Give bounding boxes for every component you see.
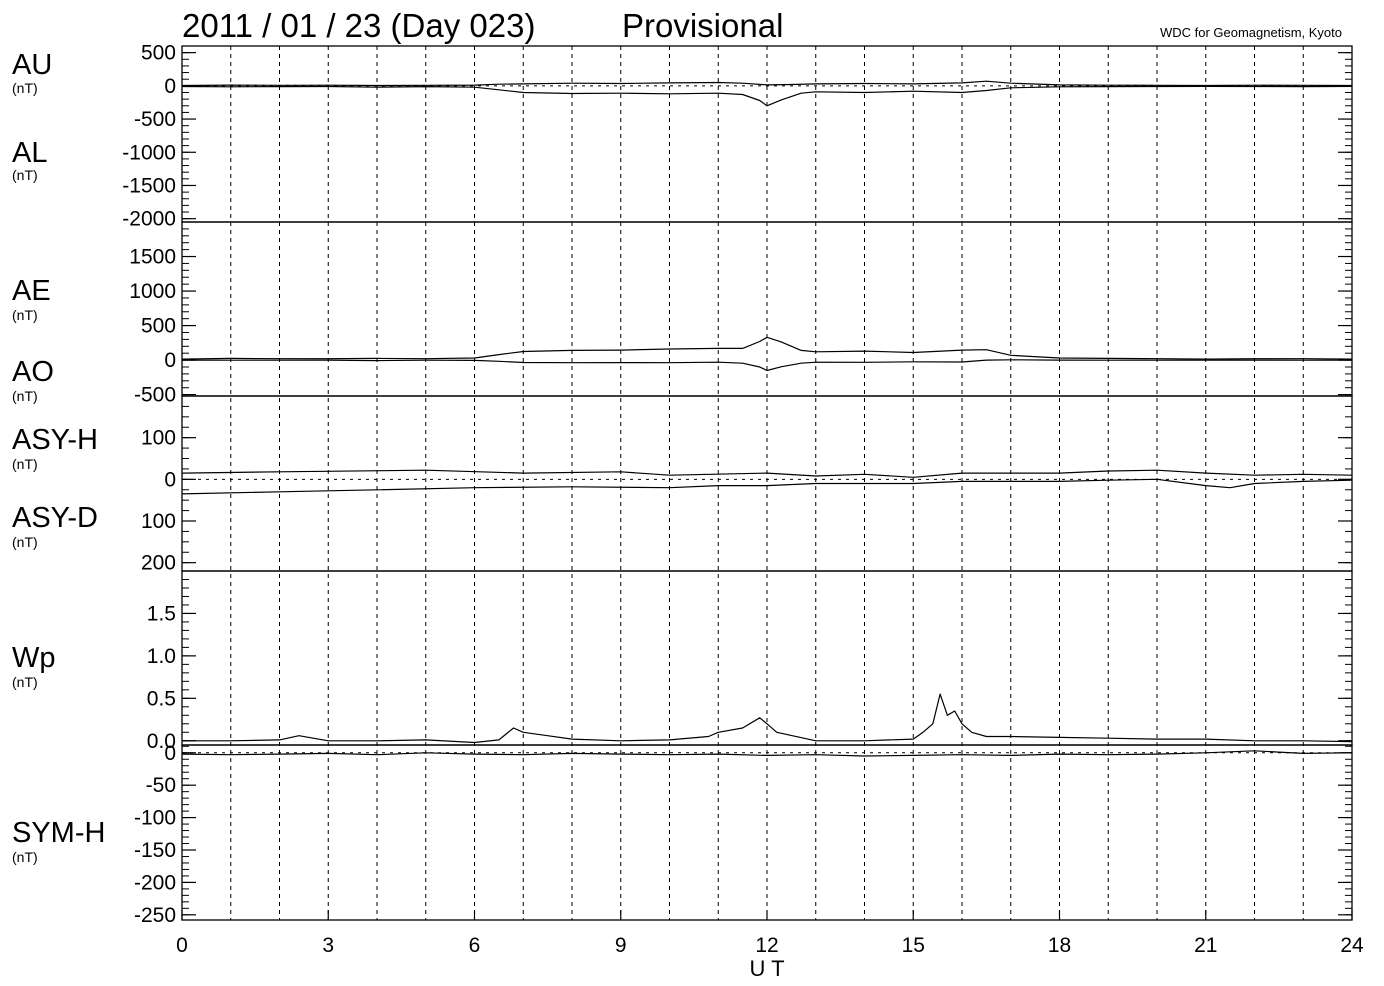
x-tick-label: 3 (322, 934, 334, 957)
y-tick-label: 0.0 (147, 730, 176, 753)
x-tick-label: 0 (176, 934, 188, 957)
panel-label-ao: AO (12, 356, 54, 388)
x-tick-label: 24 (1340, 934, 1364, 957)
y-tick-label: -200 (134, 871, 176, 894)
y-tick-label: 0 (164, 468, 176, 491)
series-line-au (181, 80, 1353, 87)
y-tick-label: -1500 (122, 174, 176, 197)
y-tick-label: 0 (164, 75, 176, 98)
y-tick-label: 1.0 (147, 645, 176, 668)
y-tick-label: -500 (134, 384, 176, 407)
y-tick-label: -150 (134, 839, 176, 862)
status-label: Provisional (622, 7, 783, 44)
source-label: WDC for Geomagnetism, Kyoto (1160, 25, 1342, 40)
panel-label-al: AL (12, 137, 47, 169)
plot-area: 5000-500-1000-1500-2000AU(nT)AL(nT)15001… (12, 42, 1364, 957)
x-tick-label: 9 (615, 934, 627, 957)
panel-unit: (nT) (12, 534, 38, 550)
panel-unit: (nT) (12, 674, 38, 690)
x-tick-label: 15 (902, 934, 925, 957)
y-tick-label: 100 (141, 427, 176, 450)
y-tick-label: 100 (141, 510, 176, 533)
panel-unit: (nT) (12, 167, 38, 183)
series-line-ae (181, 336, 1353, 360)
panel-label-asy-d: ASY-D (12, 502, 98, 534)
y-tick-label: -250 (134, 904, 176, 927)
panel-unit: (nT) (12, 307, 38, 323)
panel-label-ae: AE (12, 275, 51, 307)
series-line-asy-d (181, 478, 1353, 495)
panel-unit: (nT) (12, 456, 38, 472)
y-tick-label: 500 (141, 42, 176, 65)
series-line-asy-h (181, 469, 1353, 478)
y-tick-label: 0.5 (147, 687, 176, 710)
x-tick-label: 21 (1194, 934, 1217, 957)
panel-unit: (nT) (12, 388, 38, 404)
y-tick-label: -100 (134, 807, 176, 830)
x-tick-label: 12 (755, 934, 778, 957)
y-tick-label: -1000 (122, 141, 176, 164)
panel-unit: (nT) (12, 80, 38, 96)
x-tick-label: 6 (469, 934, 481, 957)
series-line-ao (182, 359, 1352, 372)
y-tick-label: 1500 (129, 246, 176, 269)
y-tick-label: -2000 (122, 208, 176, 231)
panel-label-asy-h: ASY-H (12, 424, 98, 456)
x-tick-label: 18 (1048, 934, 1071, 957)
y-tick-label: 1000 (129, 280, 176, 303)
y-tick-label: 0 (164, 742, 176, 765)
y-tick-label: 0 (164, 349, 176, 372)
y-tick-label: -500 (134, 108, 176, 131)
series-line-al (181, 85, 1353, 107)
y-tick-label: 1.5 (147, 602, 176, 625)
panel-label-sym-h: SYM-H (12, 817, 105, 849)
y-tick-label: -50 (146, 774, 176, 797)
panel-unit: (nT) (12, 849, 38, 865)
panel-label-wp: Wp (12, 642, 56, 674)
chart-title: 2011 / 01 / 23 (Day 023) (182, 7, 535, 44)
series-line-wp (182, 693, 1353, 744)
series-line-sym-h (181, 750, 1353, 757)
panel-label-au: AU (12, 49, 52, 81)
y-tick-label: 200 (141, 552, 176, 575)
y-tick-label: 500 (141, 315, 176, 338)
x-axis-label: U T (749, 956, 784, 981)
